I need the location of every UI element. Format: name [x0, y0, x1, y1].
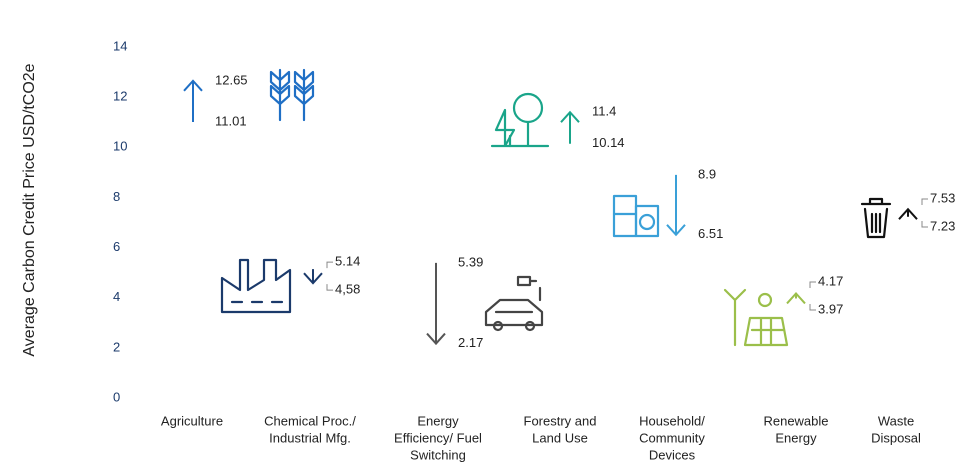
value-label: 5.14	[335, 254, 360, 269]
value-label: 8.9	[698, 166, 716, 181]
icon-trees	[490, 92, 550, 148]
icon-factory	[220, 258, 292, 314]
label-bracket	[809, 281, 816, 288]
x-tick-label: Forestry and	[524, 413, 597, 428]
arrow	[898, 207, 918, 220]
x-tick-label: Agriculture	[161, 413, 223, 428]
y-tick-label: 10	[113, 139, 127, 154]
arrow	[560, 110, 580, 144]
x-tick-label: Industrial Mfg.	[269, 430, 351, 445]
label-bracket	[921, 198, 928, 205]
value-label: 6.51	[698, 226, 723, 241]
y-tick-label: 14	[113, 38, 127, 53]
x-tick-label: Energy	[417, 413, 459, 428]
value-label: 7.53	[930, 190, 955, 205]
icon-wheat	[269, 68, 315, 122]
x-tick-label: Chemical Proc./	[264, 413, 356, 428]
y-tick-label: 0	[113, 389, 120, 404]
y-tick-label: 6	[113, 239, 120, 254]
icon-renewables	[723, 288, 789, 347]
arrow	[786, 291, 806, 305]
value-label: 12.65	[215, 72, 248, 87]
x-tick-label: Community	[639, 430, 705, 445]
x-tick-label: Switching	[410, 447, 466, 462]
y-tick-label: 2	[113, 339, 120, 354]
value-label: 11.4	[592, 104, 616, 119]
y-tick-label: 4	[113, 289, 120, 304]
value-label: 10.14	[592, 135, 625, 150]
arrow	[426, 262, 446, 346]
label-bracket	[326, 261, 333, 269]
value-label: 7.23	[930, 218, 955, 233]
value-label: 4,58	[335, 282, 360, 297]
value-label: 5.39	[458, 254, 483, 269]
x-tick-label: Household/	[639, 413, 705, 428]
x-tick-label: Energy	[775, 430, 817, 445]
x-tick-label: Efficiency/ Fuel	[394, 430, 482, 445]
y-tick-label: 8	[113, 189, 120, 204]
icon-appliances	[612, 194, 660, 238]
icon-bin	[860, 197, 892, 239]
arrow	[666, 174, 686, 237]
value-label: 4.17	[818, 273, 843, 288]
icon-ev	[484, 275, 544, 332]
value-label: 3.97	[818, 301, 843, 316]
x-tick-label: Disposal	[871, 430, 921, 445]
x-tick-label: Renewable	[763, 413, 828, 428]
value-label: 11.01	[215, 113, 247, 128]
label-bracket	[809, 303, 816, 311]
arrow	[183, 79, 203, 122]
y-tick-label: 12	[113, 89, 127, 104]
value-label: 2.17	[458, 335, 483, 350]
label-bracket	[921, 220, 928, 228]
y-axis-label: Average Carbon Credit Price USD/tCO2e	[21, 63, 38, 356]
x-tick-label: Waste	[878, 413, 914, 428]
x-tick-label: Devices	[649, 447, 696, 462]
x-tick-label: Land Use	[532, 430, 588, 445]
label-bracket	[326, 284, 333, 291]
arrow	[303, 269, 323, 285]
